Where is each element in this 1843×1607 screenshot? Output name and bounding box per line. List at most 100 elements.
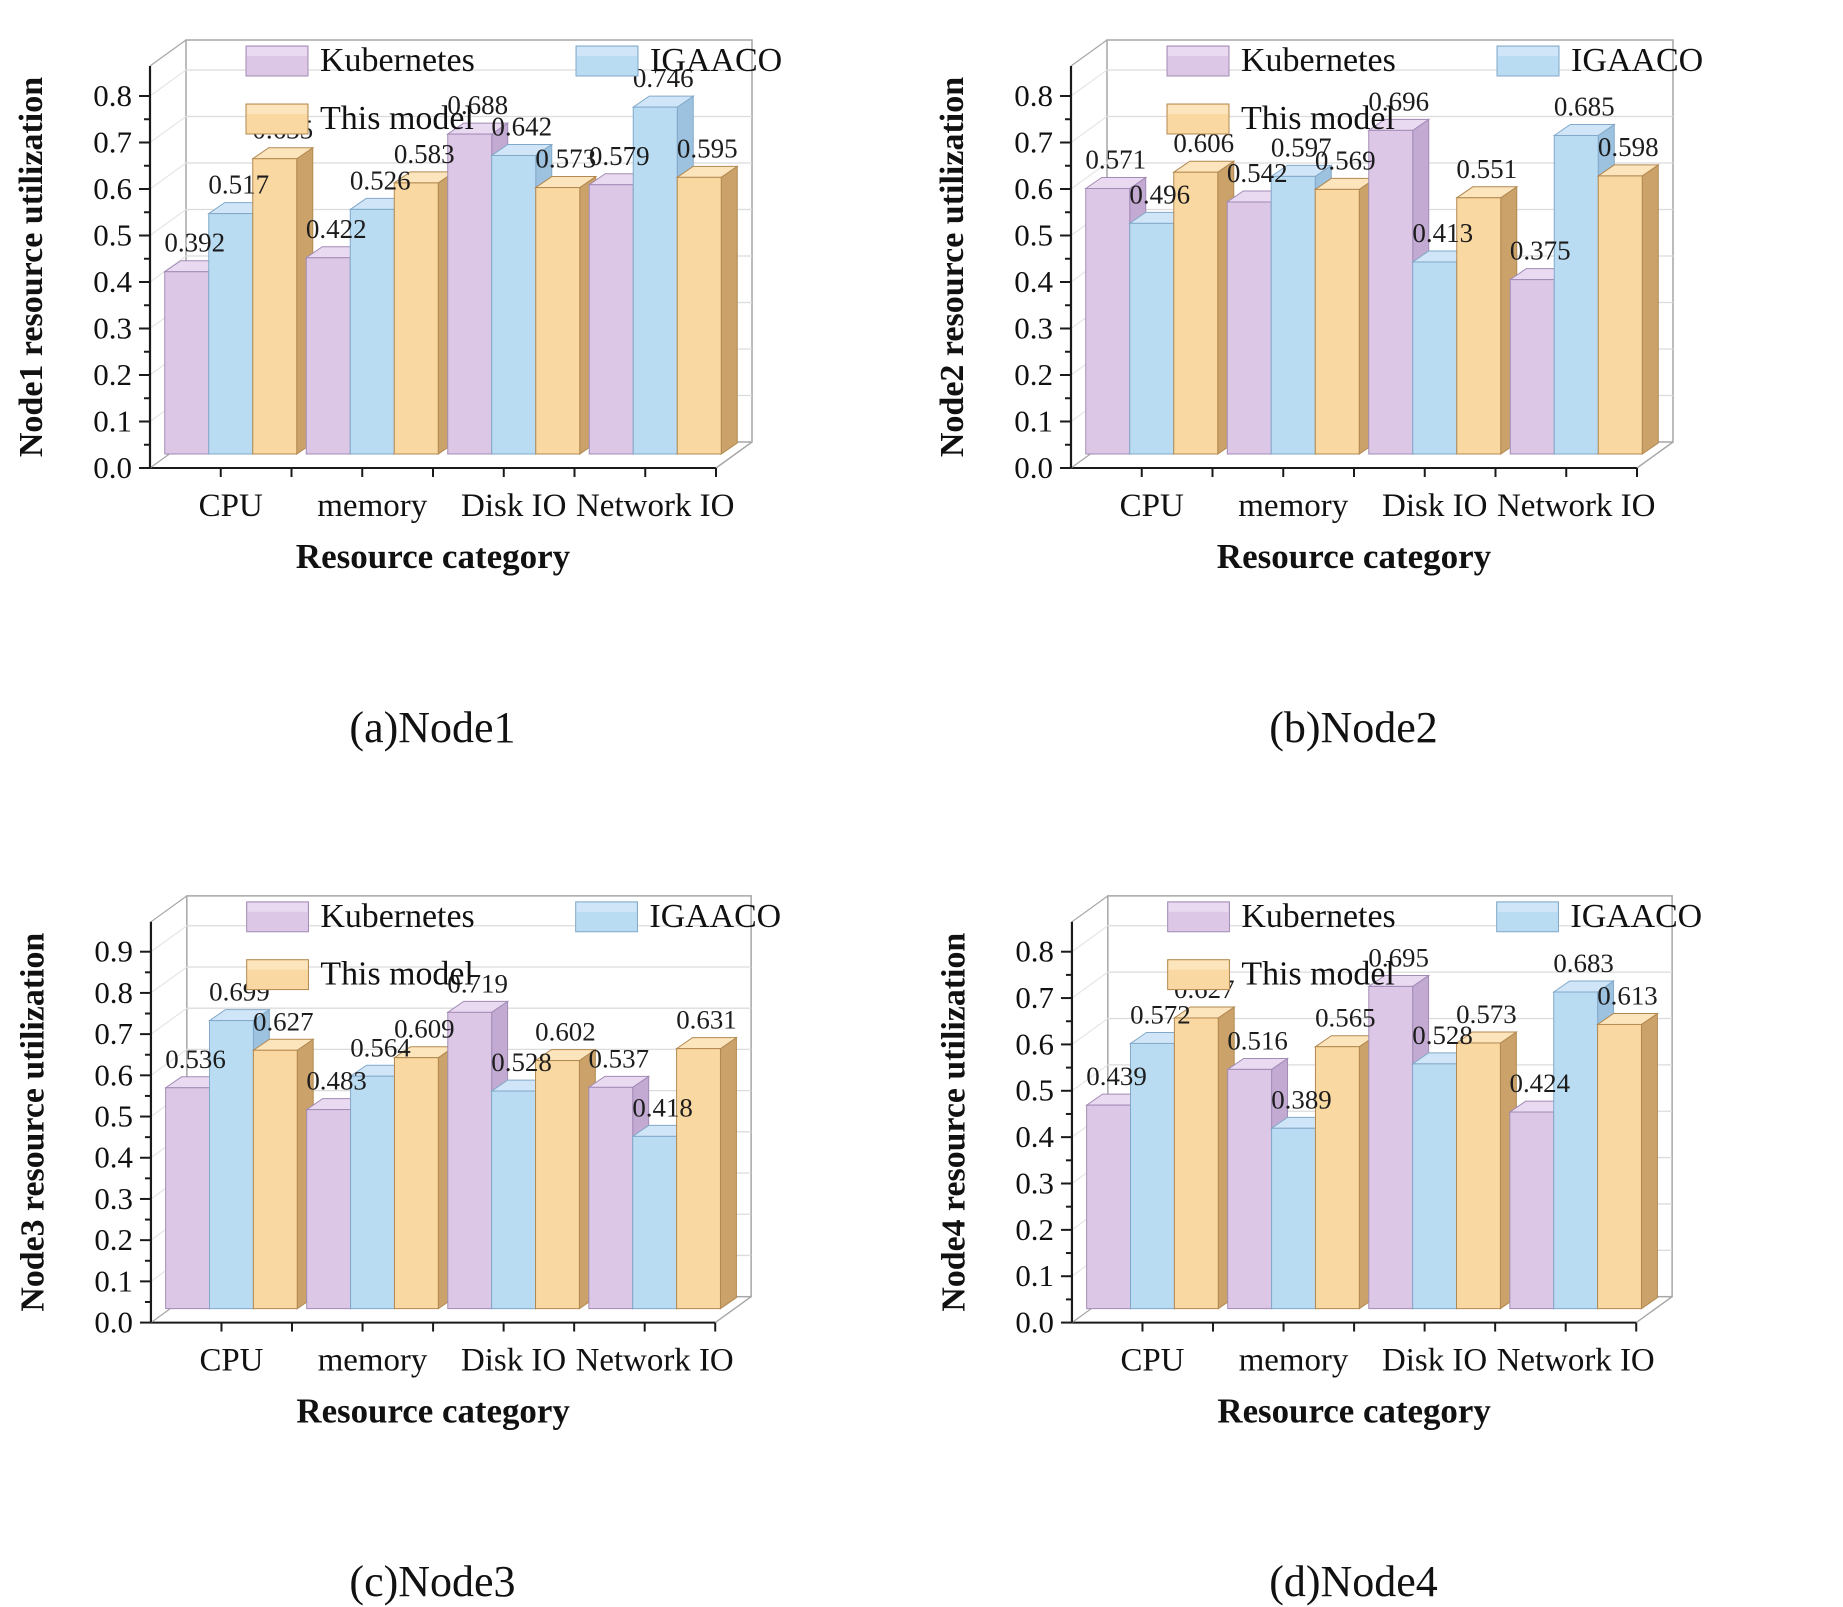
wall-top-edge (150, 895, 188, 923)
x-tick-label: memory (1238, 488, 1348, 524)
bar (251, 1038, 315, 1310)
legend-item: Kubernetes (1167, 898, 1396, 935)
x-tick-label: CPU (199, 1342, 263, 1378)
x-tick-label: Disk IO (461, 488, 566, 524)
y-tick-label: 0.5 (93, 218, 132, 253)
legend-swatch-highlight (1168, 105, 1228, 114)
y-tick-label: 0.6 (94, 1057, 133, 1092)
value-label: 0.602 (535, 1017, 596, 1047)
legend-swatch-highlight (576, 902, 637, 912)
legend-swatch-highlight (1497, 902, 1558, 912)
floor-right-edge (715, 441, 753, 469)
legend-swatch-highlight (247, 105, 307, 114)
legend-label: IGAACO (1570, 898, 1702, 935)
value-label: 0.551 (1456, 154, 1517, 184)
wall-top-edge (1070, 39, 1108, 67)
x-tick-label: Network IO (576, 488, 735, 524)
y-tick-label: 0.2 (93, 357, 132, 392)
legend-item: This model (246, 956, 474, 993)
bar (1596, 163, 1660, 455)
legend-item: This model (1166, 100, 1395, 137)
value-label: 0.579 (589, 141, 650, 171)
x-tick-label: CPU (1120, 488, 1184, 524)
x-tick-label: Disk IO (1382, 488, 1487, 524)
legend-item: IGAACO (575, 42, 782, 79)
legend-label: IGAACO (1571, 42, 1703, 79)
y-tick-label: 0.6 (93, 171, 132, 206)
chart-caption-node2: (b)Node2 (1269, 703, 1438, 752)
y-tick-label: 0.5 (1014, 218, 1053, 253)
panel-node4: 0.0 0.1 0.2 0.3 0.4 0.5 0.6 0.7 0.8 Node4 resourc… (921, 800, 1842, 1607)
y-axis: 0.0 0.1 0.2 0.3 0.4 0.5 0.6 0.7 0.8 (1015, 921, 1074, 1340)
y-tick-label: 0.0 (1015, 1305, 1054, 1340)
y-axis-title: Node2 resource utilization (934, 77, 971, 457)
value-label: 0.424 (1509, 1068, 1570, 1098)
chart-caption-node3: (c)Node3 (349, 1557, 516, 1606)
y-tick-label: 0.3 (1015, 1165, 1054, 1200)
value-label: 0.564 (350, 1032, 411, 1062)
legend-label: This model (1241, 956, 1394, 993)
legend-swatch-highlight (1498, 47, 1558, 56)
floor-right-edge (714, 1296, 752, 1324)
value-label: 0.569 (1315, 145, 1376, 175)
y-tick-label: 0.3 (1014, 311, 1053, 346)
y-tick-label: 0.5 (94, 1099, 133, 1134)
x-tick-label: Network IO (1497, 1342, 1655, 1378)
y-tick-label: 0.8 (94, 975, 133, 1010)
x-axis-title: Resource category (296, 537, 571, 576)
bar (675, 165, 739, 455)
legend-item: This model (1167, 956, 1395, 993)
legend-label: Kubernetes (320, 898, 474, 935)
y-tick-label: 0.4 (94, 1140, 133, 1175)
bar (534, 175, 598, 455)
panel-node3: 0.0 0.1 0.2 0.3 0.4 0.5 0.6 0.7 0.8 0.9 Node3 reso… (0, 800, 921, 1607)
bar (1595, 1012, 1660, 1310)
value-label: 0.517 (208, 170, 269, 200)
value-label: 0.418 (632, 1092, 693, 1122)
y-tick-label: 0.8 (1014, 78, 1053, 113)
y-tick-label: 0.5 (1015, 1073, 1054, 1108)
x-tick-label: Disk IO (1382, 1342, 1487, 1378)
x-tick-label: memory (317, 488, 427, 524)
y-tick-label: 0.7 (1015, 980, 1054, 1015)
legend-swatch-highlight (1168, 902, 1229, 912)
value-label: 0.542 (1227, 158, 1288, 188)
y-tick-label: 0.7 (1014, 125, 1053, 160)
legend-swatch-highlight (577, 47, 637, 56)
bar (533, 1048, 597, 1310)
value-label: 0.422 (306, 214, 367, 244)
value-label: 0.595 (677, 133, 738, 163)
x-tick-label: CPU (199, 488, 263, 524)
bar (1454, 1031, 1518, 1310)
legend-item: IGAACO (1496, 898, 1702, 935)
value-label: 0.688 (447, 90, 508, 120)
y-tick-label: 0.1 (93, 404, 132, 439)
x-axis-title: Resource category (1217, 1391, 1491, 1430)
wall-top-edge (1071, 895, 1109, 923)
y-tick-label: 0.4 (93, 264, 132, 299)
value-label: 0.609 (394, 1014, 455, 1044)
value-label: 0.483 (306, 1066, 367, 1096)
y-axis: 0.0 0.1 0.2 0.3 0.4 0.5 0.6 0.7 0.8 (93, 66, 152, 485)
y-tick-label: 0.6 (1014, 171, 1053, 206)
x-tick-label: memory (1239, 1342, 1349, 1378)
x-tick-label: Network IO (1497, 488, 1656, 524)
value-label: 0.536 (165, 1044, 226, 1074)
y-tick-label: 0.0 (1014, 450, 1053, 485)
value-label: 0.526 (350, 165, 411, 195)
panel-node2: 0.0 0.1 0.2 0.3 0.4 0.5 0.6 0.7 0.8 Node2 resourc… (921, 0, 1842, 800)
value-label: 0.685 (1554, 91, 1615, 121)
y-tick-label: 0.0 (94, 1305, 133, 1340)
value-label: 0.719 (447, 968, 508, 998)
chart-caption-node4: (d)Node4 (1269, 1557, 1438, 1606)
y-tick-label: 0.1 (1015, 1258, 1054, 1293)
value-label: 0.613 (1597, 981, 1658, 1011)
y-tick-label: 0.4 (1015, 1119, 1054, 1154)
y-tick-label: 0.7 (94, 1016, 133, 1051)
legend-item: Kubernetes (245, 42, 475, 79)
chart-node4: 0.0 0.1 0.2 0.3 0.4 0.5 0.6 0.7 0.8 Node4 resourc… (935, 895, 1702, 1430)
value-label: 0.572 (1130, 1000, 1191, 1030)
legend-swatch-highlight (247, 47, 307, 56)
wall-top-edge (149, 39, 187, 67)
